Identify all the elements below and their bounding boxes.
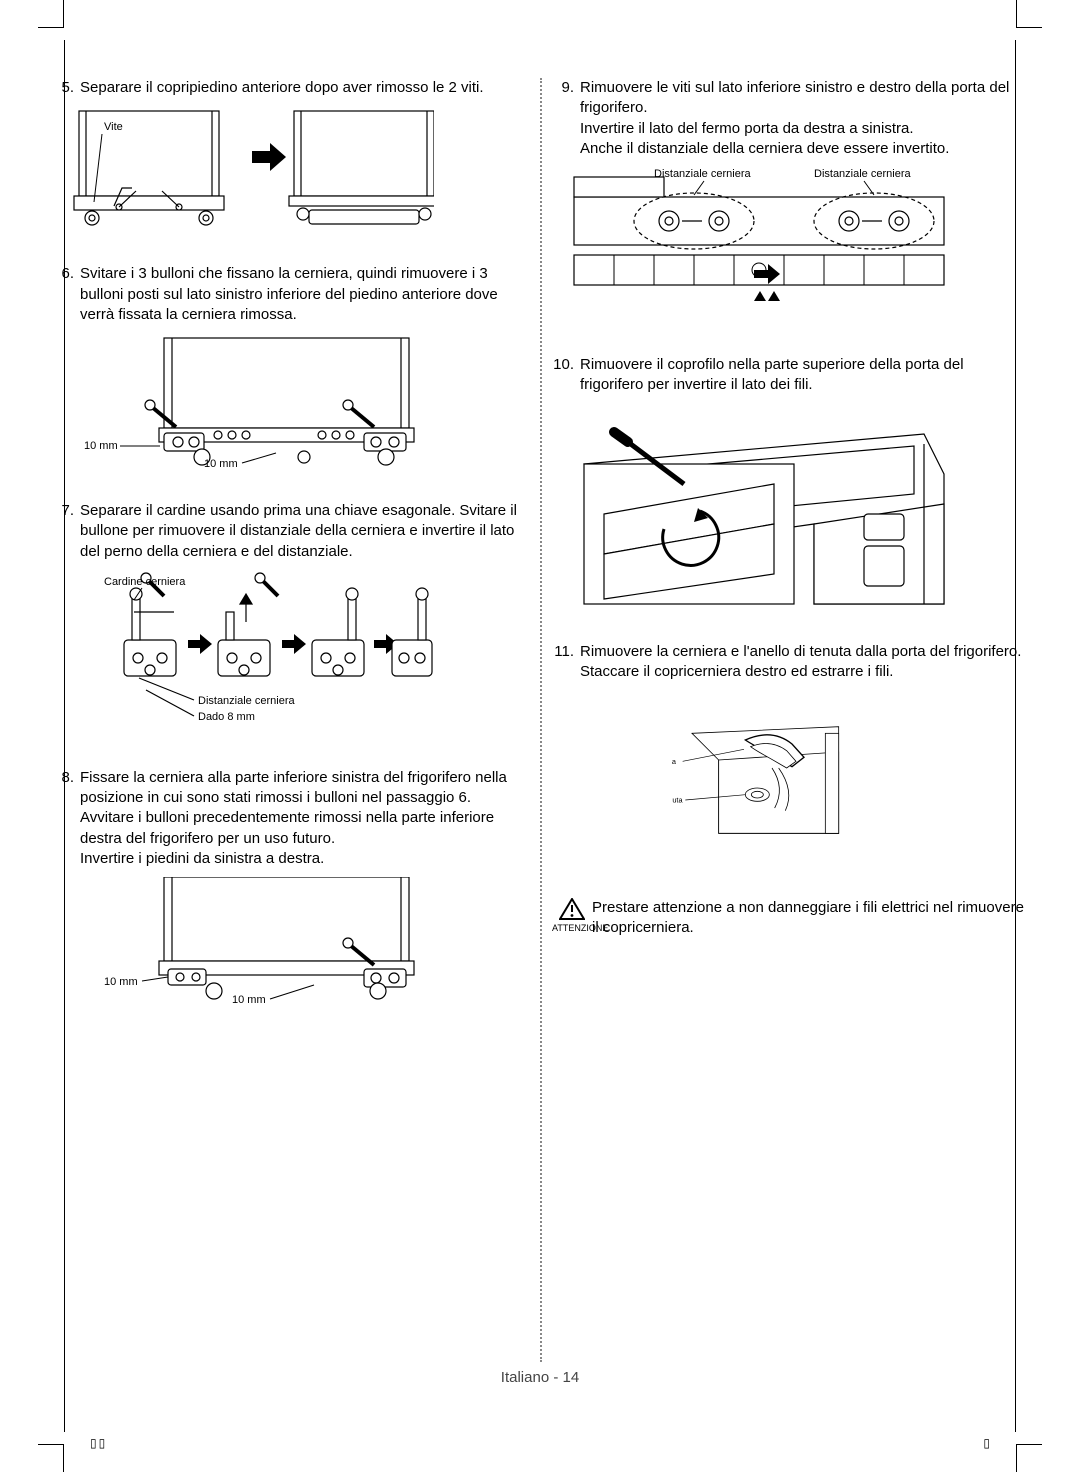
- step-number: 5.: [52, 78, 80, 98]
- figlabel-copricerniera: Copricerniera: [672, 757, 677, 766]
- caution-icon: ATTENZIONE: [552, 898, 592, 934]
- step-7: 7. Separare il cardine usando prima una …: [52, 501, 528, 562]
- figlabel-10mm-b: 10 mm: [204, 458, 238, 470]
- step-text: Fissare la cerniera alla parte inferiore…: [80, 768, 528, 869]
- column-divider: [540, 78, 542, 1362]
- step-number: 7.: [52, 501, 80, 562]
- step-8: 8. Fissare la cerniera alla parte inferi…: [52, 768, 528, 869]
- step-11: 11. Rimuovere la cerniera e l'anello di …: [552, 642, 1028, 683]
- caution-text: Prestare attenzione a non danneggiare i …: [592, 898, 1028, 939]
- step-number: 8.: [52, 768, 80, 869]
- figure-step-10: [564, 404, 954, 614]
- figure-step-11: Copricerniera Anello di tenuta: [672, 690, 932, 870]
- figlabel-distanziale: Distanziale cerniera: [198, 695, 295, 707]
- step-text: Separare il cardine usando prima una chi…: [80, 501, 528, 562]
- step-text: Rimuovere le viti sul lato inferiore sin…: [580, 78, 1028, 159]
- step-number: 11.: [552, 642, 580, 683]
- step-6: 6. Svitare i 3 bulloni che ﬁssano la cer…: [52, 264, 528, 325]
- page-footer: Italiano - 14: [0, 1369, 1080, 1386]
- left-column: 5. Separare il copripiedino anteriore do…: [52, 78, 540, 1412]
- step-text: Separare il copripiedino anteriore dopo …: [80, 78, 528, 98]
- figure-step-8: 10 mm 10 mm: [64, 877, 434, 1007]
- figlabel-distanziale-b: Distanziale cerniera: [814, 168, 911, 180]
- figure-step-5: Vite: [64, 106, 434, 236]
- step-9: 9. Rimuovere le viti sul lato inferiore …: [552, 78, 1028, 159]
- step-number: 6.: [52, 264, 80, 325]
- figlabel-cardine: Cardine cerniera: [104, 576, 186, 588]
- figlabel-10mm-a: 10 mm: [84, 440, 118, 452]
- step-text: Rimuovere la cerniera e l'anello di tenu…: [580, 642, 1028, 683]
- figure-step-6: 10 mm 10 mm: [64, 333, 434, 473]
- step-10: 10. Rimuovere il coproﬁlo nella parte su…: [552, 355, 1028, 396]
- step-5: 5. Separare il copripiedino anteriore do…: [52, 78, 528, 98]
- page-number-right: ▯: [983, 1436, 990, 1450]
- right-column: 9. Rimuovere le viti sul lato inferiore …: [540, 78, 1028, 1412]
- step-number: 9.: [552, 78, 580, 159]
- figlabel-distanziale-a: Distanziale cerniera: [654, 168, 751, 180]
- figlabel-vite: Vite: [104, 121, 123, 133]
- step-text: Svitare i 3 bulloni che ﬁssano la cernie…: [80, 264, 528, 325]
- page-number-left: ▯▯: [90, 1436, 107, 1450]
- caution-block: ATTENZIONE Prestare attenzione a non dan…: [552, 898, 1028, 939]
- step-number: 10.: [552, 355, 580, 396]
- figlabel-10mm-c: 10 mm: [104, 976, 138, 988]
- figlabel-dado: Dado 8 mm: [198, 711, 255, 723]
- figlabel-10mm-d: 10 mm: [232, 994, 266, 1006]
- figlabel-anello: Anello di tenuta: [672, 796, 683, 805]
- figure-step-7: Cardine cerniera Distanziale cerniera Da…: [64, 570, 434, 740]
- step-text: Rimuovere il coproﬁlo nella parte superi…: [580, 355, 1028, 396]
- figure-step-9: Distanziale cerniera Distanziale cernier…: [564, 167, 954, 327]
